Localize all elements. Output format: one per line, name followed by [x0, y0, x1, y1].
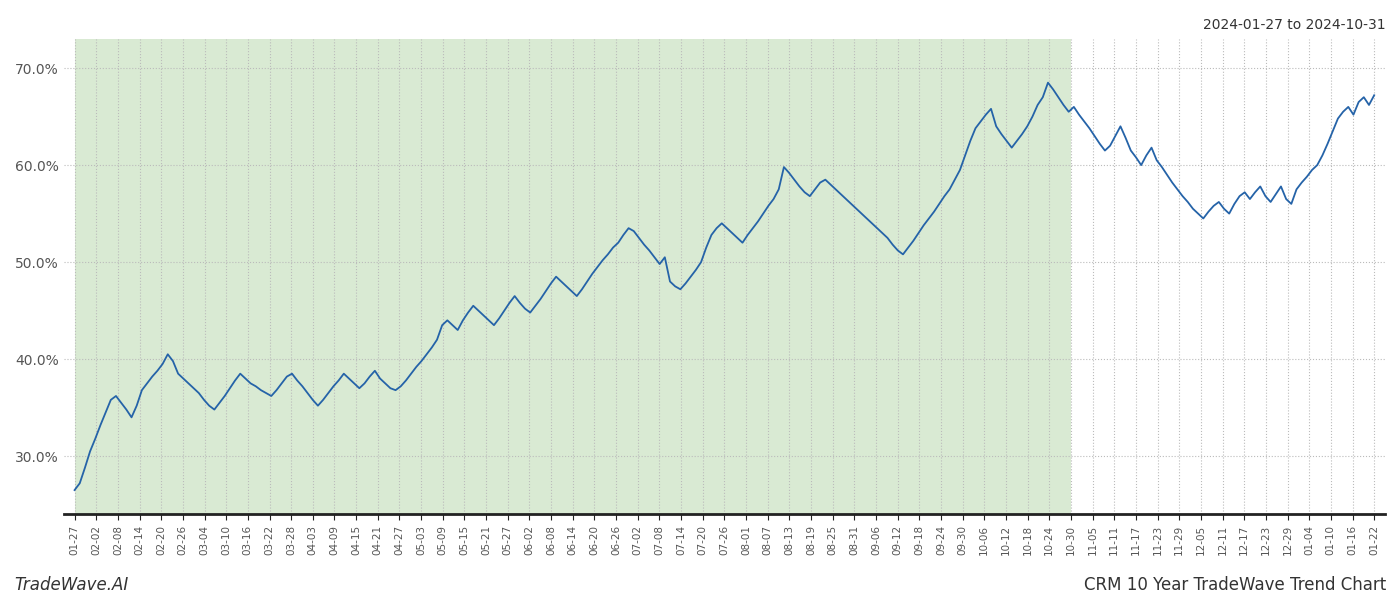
Bar — [74, 39, 1071, 514]
Text: 2024-01-27 to 2024-10-31: 2024-01-27 to 2024-10-31 — [1204, 18, 1386, 32]
Text: TradeWave.AI: TradeWave.AI — [14, 576, 129, 594]
Text: CRM 10 Year TradeWave Trend Chart: CRM 10 Year TradeWave Trend Chart — [1084, 576, 1386, 594]
